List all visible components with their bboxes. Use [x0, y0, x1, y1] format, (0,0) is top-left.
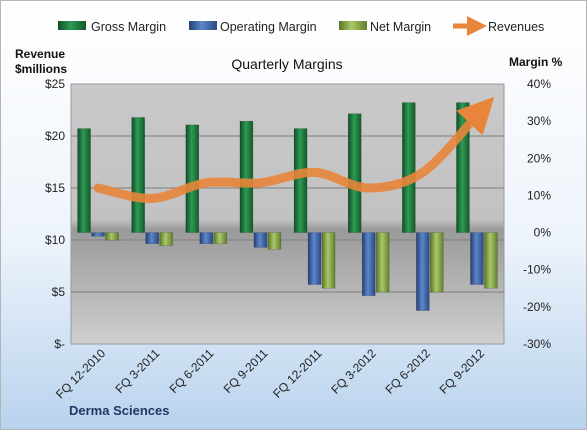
- x-axis-tick-labels: FQ 12-2010 FQ 3-2011 FQ 6-2011 FQ 9-2011 FQ …: [53, 346, 487, 401]
- x-axis-tick-label: FQ 9-2012: [437, 346, 488, 397]
- x-axis-tick-label: FQ 6-2011: [167, 346, 217, 396]
- operating-margin-bar: [91, 232, 105, 237]
- legend-swatch-gross-margin: [58, 21, 86, 30]
- legend-swatch-operating-margin: [189, 21, 217, 30]
- operating-margin-bar: [470, 232, 484, 285]
- right-axis-tick-label: -30%: [523, 337, 551, 351]
- right-axis-tick-label: -10%: [523, 263, 551, 277]
- left-axis-title-line1: Revenue: [15, 47, 65, 61]
- legend-item-net-margin: Net Margin: [339, 20, 431, 34]
- operating-margin-bar: [307, 232, 322, 285]
- revenues-line: [93, 96, 495, 203]
- right-axis-tick-label: 20%: [527, 151, 551, 165]
- x-axis-tick-label: FQ 3-2012: [328, 346, 379, 397]
- right-axis-tick-label: 40%: [527, 77, 551, 91]
- left-axis-tick-label: $20: [45, 129, 65, 143]
- net-margin-bar: [321, 232, 336, 289]
- legend-item-revenues: Revenues: [453, 16, 544, 36]
- x-axis-tick-label: FQ 3-2011: [112, 346, 162, 396]
- left-axis-tick-label: $10: [45, 233, 65, 247]
- legend-item-operating-margin: Operating Margin: [189, 20, 317, 34]
- operating-margin-bar: [361, 232, 376, 296]
- right-axis-tick-label: -20%: [523, 300, 551, 314]
- legend: Gross Margin Operating Margin Net Margin…: [58, 16, 544, 36]
- gross-margin-bar: [77, 128, 91, 233]
- gross-margin-bar: [402, 102, 416, 233]
- net-margin-bar: [484, 232, 498, 289]
- left-axis-tick-label: $-: [54, 337, 65, 351]
- company-name: Derma Sciences: [69, 403, 169, 418]
- operating-margin-bar: [145, 232, 159, 244]
- gross-margin-bar: [293, 128, 308, 233]
- gross-margin-bar: [239, 120, 254, 233]
- x-axis-tick-label: FQ 6-2012: [382, 346, 433, 397]
- net-margin-bar: [430, 232, 444, 293]
- x-axis-tick-label: FQ 9-2011: [221, 346, 271, 396]
- net-margin-bar: [105, 232, 119, 241]
- left-axis-ticks: $25 $20 $15 $10 $5 $-: [45, 77, 65, 351]
- legend-swatch-net-margin: [339, 21, 367, 30]
- revenues-line-series: [93, 96, 495, 203]
- x-axis-tick-label: FQ 12-2010: [53, 346, 108, 401]
- x-axis-tick-label: FQ 12-2011: [270, 346, 325, 401]
- legend-label-gross-margin: Gross Margin: [91, 20, 166, 34]
- operating-margin-bar: [253, 232, 268, 248]
- right-axis-tick-label: 30%: [527, 114, 551, 128]
- net-margin-bar: [375, 232, 390, 293]
- right-axis-title: Margin %: [509, 55, 563, 69]
- legend-item-gross-margin: Gross Margin: [58, 20, 166, 34]
- left-axis-tick-label: $25: [45, 77, 65, 91]
- right-axis-tick-label: 10%: [527, 188, 551, 202]
- net-margin-bar: [213, 232, 228, 244]
- operating-margin-bar: [416, 232, 430, 311]
- bar-series: [77, 102, 498, 311]
- net-margin-bar: [267, 232, 282, 250]
- net-margin-bar: [159, 232, 173, 246]
- gross-margin-bar: [131, 117, 145, 233]
- gross-margin-bar: [347, 113, 362, 233]
- legend-label-revenues: Revenues: [488, 20, 544, 34]
- operating-margin-bar: [199, 232, 214, 244]
- left-axis-title-line2: $millions: [15, 62, 67, 76]
- left-axis-tick-label: $5: [52, 285, 66, 299]
- legend-label-operating-margin: Operating Margin: [220, 20, 317, 34]
- legend-label-net-margin: Net Margin: [370, 20, 431, 34]
- chart-title: Quarterly Margins: [231, 56, 342, 72]
- right-axis-tick-label: 0%: [534, 226, 552, 240]
- gross-margin-bar: [185, 124, 200, 233]
- left-axis-tick-label: $15: [45, 181, 65, 195]
- right-axis-ticks: 40% 30% 20% 10% 0% -10% -20% -30%: [523, 77, 551, 351]
